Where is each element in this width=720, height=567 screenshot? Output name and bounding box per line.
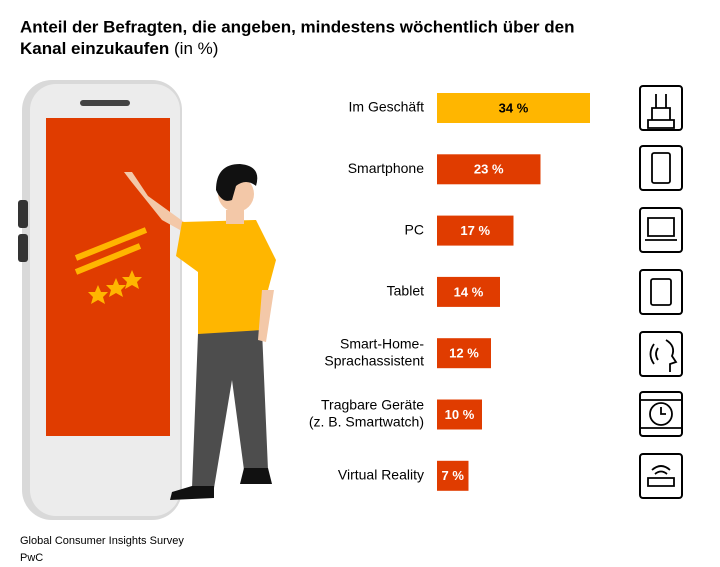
category-label: Smart-Home- — [340, 335, 424, 351]
value-label: 23 % — [474, 162, 504, 177]
source: Global Consumer Insights Survey — [20, 535, 184, 547]
chart-title: Kanal einzukaufen (in %) — [20, 39, 218, 58]
category-label: Tablet — [387, 283, 424, 299]
category-label: (z. B. Smartwatch) — [309, 414, 424, 430]
category-label: Smartphone — [348, 160, 424, 176]
bar — [437, 154, 541, 185]
value-label: 17 % — [460, 223, 490, 238]
unit: (in %) — [174, 39, 218, 58]
value-label: 34 % — [499, 100, 529, 115]
bar — [437, 460, 469, 491]
value-label: 12 % — [449, 346, 479, 361]
category-label: PC — [405, 221, 424, 237]
chart-title: Kanal einzukaufen — [20, 39, 169, 58]
value-label: 14 % — [454, 284, 484, 299]
category-label: Sprachassistent — [324, 352, 424, 368]
chart-title: Anteil der Befragten, die angeben, minde… — [20, 17, 574, 36]
source: PwC — [20, 552, 43, 564]
illustration — [18, 80, 276, 520]
icons — [639, 85, 683, 499]
category-label: Im Geschäft — [349, 99, 425, 115]
value-label: 10 % — [445, 407, 475, 422]
category-label: Tragbare Geräte — [321, 397, 424, 413]
bar — [437, 215, 514, 246]
value-label: 7 % — [442, 468, 465, 483]
bar — [437, 338, 491, 369]
bar — [437, 399, 482, 430]
bar — [437, 276, 500, 307]
bar — [437, 93, 590, 123]
category-label: Virtual Reality — [338, 467, 424, 483]
